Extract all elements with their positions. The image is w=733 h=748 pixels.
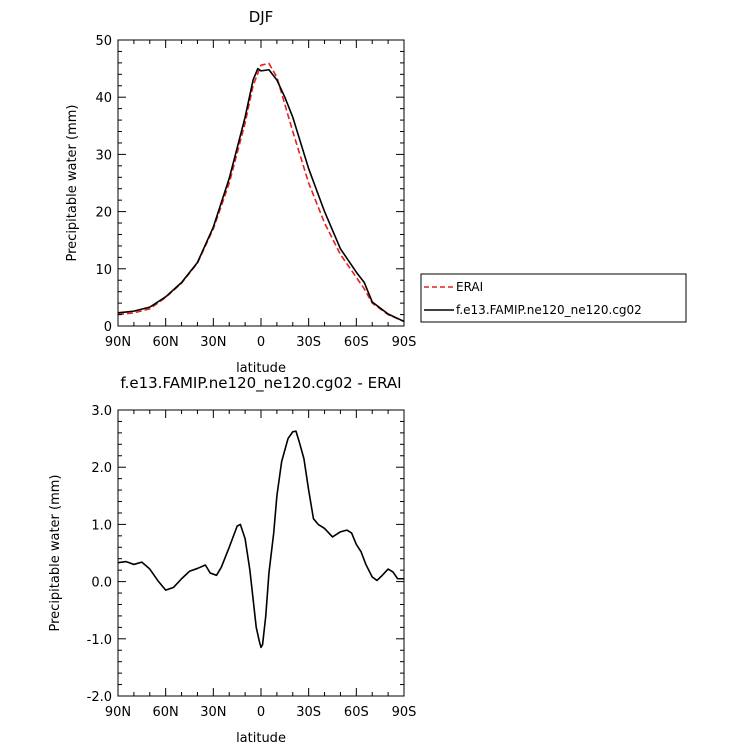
bottom-chart-y-tick-label: 0.0 xyxy=(91,576,112,591)
top-chart-x-tick-label: 90S xyxy=(392,335,417,350)
top-chart-plot-frame xyxy=(117,39,405,327)
top-chart-x-tick-label: 30S xyxy=(296,335,321,350)
top-chart-x-tick-label: 90N xyxy=(105,335,131,350)
top-chart-y-tick-label: 10 xyxy=(95,263,112,278)
bottom-chart-y-tick-label: -1.0 xyxy=(87,633,112,648)
bottom-chart-x-tick-label: 30N xyxy=(200,705,226,720)
top-chart-y-tick-label: 20 xyxy=(95,206,112,221)
top-chart-series-line-2 xyxy=(117,67,405,323)
bottom-chart-x-tick-label: 60S xyxy=(344,705,369,720)
top-chart-title: DJF xyxy=(249,8,274,26)
bottom-chart-x-tick-label: 30S xyxy=(296,705,321,720)
bottom-chart-series-group xyxy=(117,430,404,649)
bottom-chart-series-line-1 xyxy=(117,430,404,649)
legend-label-erai: ERAI xyxy=(456,280,483,294)
bottom-chart-x-tick-label: 60N xyxy=(153,705,179,720)
bottom-chart-x-tick-label: 0 xyxy=(257,705,265,720)
bottom-chart-x-tick-label: 90S xyxy=(392,705,417,720)
bottom-chart-y-tick-label: -2.0 xyxy=(87,690,112,705)
bottom-chart-title: f.e13.FAMIP.ne120_ne120.cg02 - ERAI xyxy=(120,374,401,393)
legend-label-model: f.e13.FAMIP.ne120_ne120.cg02 xyxy=(456,303,642,317)
bottom-chart-y-tick-label: 1.0 xyxy=(91,518,112,533)
bottom-chart-y-tick-label: 2.0 xyxy=(91,461,112,476)
top-chart-x-axis-label: latitude xyxy=(236,361,286,376)
top-chart-series-line-1 xyxy=(117,62,405,323)
top-chart-ticks-group: 90N 60N 30N 0 30S 60S 90S 0 10 20 30 40 50 xyxy=(95,34,416,350)
legend-box xyxy=(420,273,687,323)
bottom-chart-ticks-group: 90N 60N 30N 0 30S 60S 90S -2.0 -1.0 0.0 1.0 2.0 3.0 xyxy=(87,404,417,720)
top-chart-panel: DJF 90N 60N 30N 0 30S 60S 90S 0 10 20 30 40 50 latit… xyxy=(65,8,687,376)
top-chart-x-tick-label: 30N xyxy=(200,335,226,350)
top-chart-y-axis-label: Precipitable water (mm) xyxy=(65,105,80,262)
top-chart-y-tick-label: 50 xyxy=(95,34,112,49)
top-chart-series-group xyxy=(117,62,405,323)
bottom-chart-plot-frame xyxy=(117,409,405,697)
top-chart-y-tick-label: 40 xyxy=(95,91,112,106)
bottom-chart-y-tick-label: 3.0 xyxy=(91,404,112,419)
bottom-chart-x-tick-label: 90N xyxy=(105,705,131,720)
top-chart-x-tick-label: 60N xyxy=(153,335,179,350)
top-chart-y-tick-label: 0 xyxy=(104,320,112,335)
bottom-chart-panel: f.e13.FAMIP.ne120_ne120.cg02 - ERAI 90N 6… xyxy=(48,374,416,746)
top-chart-x-tick-label: 60S xyxy=(344,335,369,350)
legend: ERAI f.e13.FAMIP.ne120_ne120.cg02 xyxy=(420,273,687,323)
bottom-chart-x-axis-label: latitude xyxy=(236,731,286,746)
top-chart-x-tick-label: 0 xyxy=(257,335,265,350)
top-chart-y-tick-label: 30 xyxy=(95,148,112,163)
bottom-chart-y-axis-label: Precipitable water (mm) xyxy=(48,475,63,632)
